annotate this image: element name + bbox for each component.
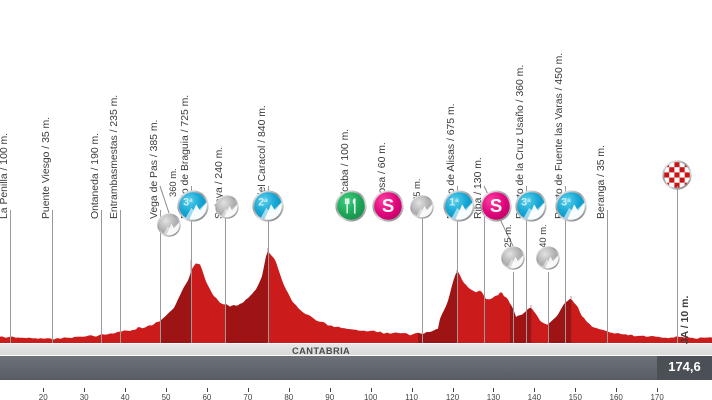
- svg-text:S: S: [382, 195, 394, 216]
- svg-text:S: S: [490, 195, 502, 216]
